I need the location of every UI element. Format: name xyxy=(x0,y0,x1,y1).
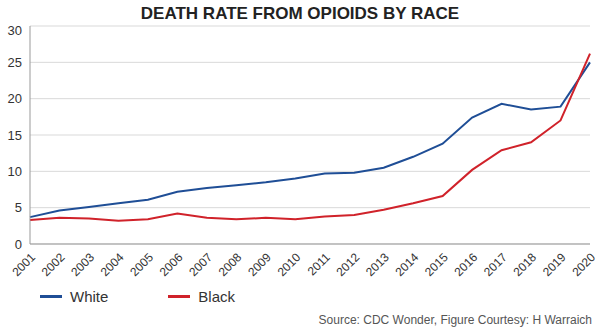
svg-text:15: 15 xyxy=(8,128,22,143)
html-text:Black: Black xyxy=(198,288,235,305)
svg-text:10: 10 xyxy=(8,164,22,179)
svg-text:2020: 2020 xyxy=(569,250,592,279)
svg-text:20: 20 xyxy=(8,91,22,106)
svg-text:25: 25 xyxy=(8,55,22,70)
svg-text:2015: 2015 xyxy=(422,250,451,279)
svg-text:5: 5 xyxy=(15,200,22,215)
svg-text:2014: 2014 xyxy=(393,250,422,279)
svg-text:2004: 2004 xyxy=(98,250,127,279)
svg-text:2001: 2001 xyxy=(9,250,38,279)
svg-text:2012: 2012 xyxy=(334,250,363,279)
svg-text:2003: 2003 xyxy=(68,250,97,279)
svg-text:2007: 2007 xyxy=(186,250,215,279)
svg-text:0: 0 xyxy=(15,237,22,252)
html-text:White: White xyxy=(70,288,109,305)
svg-text:2002: 2002 xyxy=(39,250,68,279)
html-text:Source: CDC Wonder, Figure Cou: Source: CDC Wonder, Figure Courtesy: H W… xyxy=(318,313,592,327)
svg-text:2016: 2016 xyxy=(451,250,480,279)
svg-text:2017: 2017 xyxy=(481,250,510,279)
svg-text:2010: 2010 xyxy=(275,250,304,279)
svg-text:2011: 2011 xyxy=(305,250,333,278)
svg-text:2008: 2008 xyxy=(216,250,245,279)
html-text:DEATH RATE FROM OPIOIDS BY RAC: DEATH RATE FROM OPIOIDS BY RACE xyxy=(140,4,460,23)
svg-text:2005: 2005 xyxy=(127,250,156,279)
svg-text:2019: 2019 xyxy=(540,250,569,279)
svg-text:2009: 2009 xyxy=(245,250,274,279)
svg-text:2013: 2013 xyxy=(363,250,392,279)
svg-text:2006: 2006 xyxy=(157,250,186,279)
svg-text:30: 30 xyxy=(8,23,22,38)
svg-text:2018: 2018 xyxy=(510,250,539,279)
